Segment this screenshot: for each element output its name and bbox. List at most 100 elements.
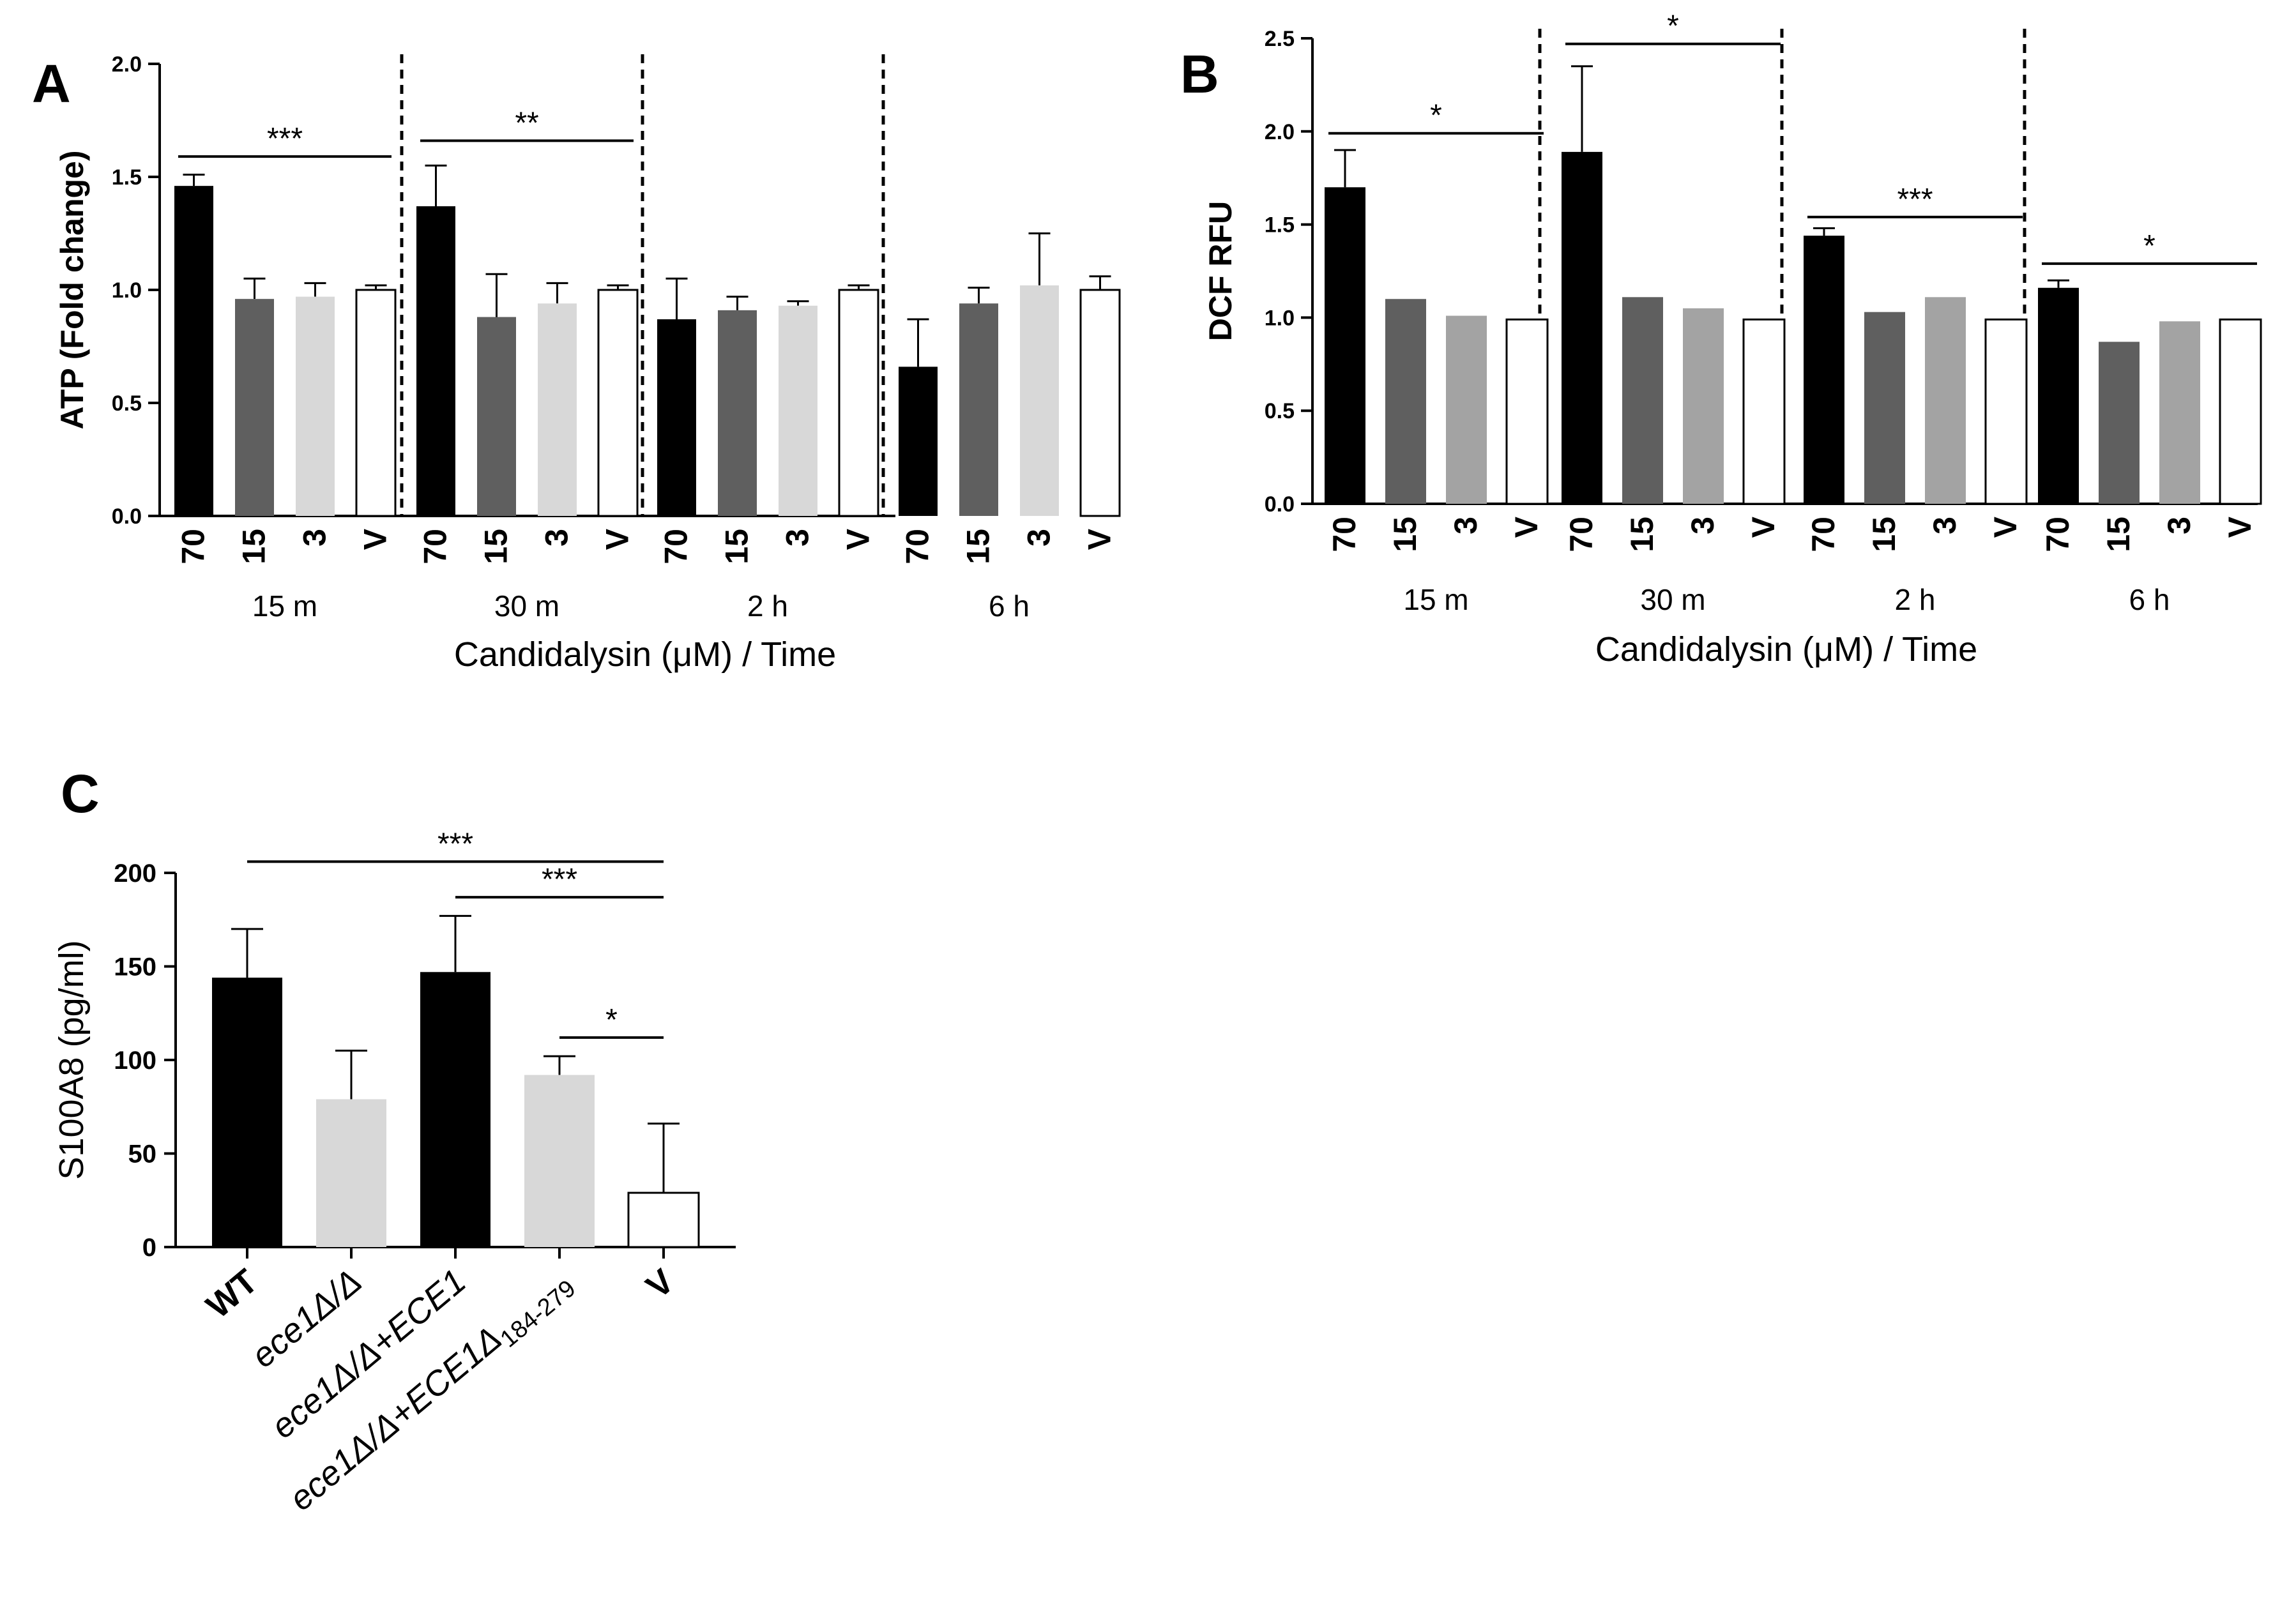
panel-label-B: B [1180, 44, 1219, 104]
category-tick-label: 3 [780, 529, 816, 547]
bar-2h-70 [1804, 236, 1844, 504]
y-tick-label: 200 [114, 859, 156, 888]
bar-2h-V [838, 289, 879, 517]
bar-30m-70 [416, 206, 455, 516]
group-label: 6 h [989, 589, 1030, 623]
category-tick-label: V [1509, 516, 1544, 538]
bar-6h-3 [2159, 321, 2200, 504]
category-tick-label: V [358, 528, 393, 550]
y-axis-label: DCF RFU [1203, 201, 1238, 341]
category-tick-label: 70 [900, 529, 936, 564]
significance-label: *** [267, 122, 303, 156]
bar-6h-V [1079, 289, 1121, 517]
x-axis-label: Candidalysin (μM) / Time [1595, 630, 1977, 669]
category-tick-label: V [1082, 528, 1118, 550]
bar-30m-V [597, 289, 639, 517]
group-label: 15 m [1403, 583, 1468, 616]
significance-label: * [1430, 99, 1442, 133]
category-tick-label: V [600, 528, 635, 550]
category-tick-label: 70 [1806, 517, 1841, 552]
bar-30m-V [1742, 318, 1786, 505]
category-tick-label: V [1745, 516, 1781, 538]
bar-6h-3 [1020, 285, 1059, 516]
bar-15m-70 [1325, 187, 1365, 504]
category-tick-label: 15 [1624, 517, 1660, 552]
bar-2h-15 [1864, 312, 1905, 504]
y-tick-label: 50 [128, 1140, 157, 1169]
group-label: 2 h [1895, 583, 1936, 616]
bar-15m-15 [235, 299, 274, 516]
bar-6h-15 [959, 303, 998, 516]
bar-6h-70 [2038, 287, 2079, 504]
bar-2h-15 [718, 310, 757, 516]
panel-label-C: C [61, 764, 100, 824]
bar-30m-15 [1622, 297, 1663, 504]
bar-6h-70 [899, 367, 938, 516]
category-tick-label: 3 [1021, 529, 1057, 547]
y-tick-label: 0.5 [1265, 399, 1295, 423]
significance-label: *** [437, 827, 473, 861]
category-tick-label: 70 [176, 529, 211, 564]
bar-2 [420, 972, 490, 1247]
bar-30m-3 [1683, 308, 1724, 504]
panel-label-A: A [32, 54, 71, 114]
category-tick-label: 3 [297, 529, 333, 547]
category-label: V [639, 1262, 681, 1306]
category-tick-label: 15 [2101, 517, 2136, 552]
y-tick-label: 2.0 [1265, 120, 1295, 144]
bar-15m-V [355, 289, 397, 517]
bar-15m-70 [174, 186, 213, 516]
bar-4 [627, 1192, 700, 1248]
group-label: 2 h [747, 589, 788, 623]
category-tick-label: 70 [418, 529, 453, 564]
significance-label: ** [515, 106, 538, 140]
bar-3 [524, 1075, 595, 1247]
y-tick-label: 1.0 [1265, 306, 1295, 330]
bar-2h-3 [779, 305, 817, 516]
bar-30m-15 [477, 317, 516, 516]
y-axis-label: ATP (Fold change) [54, 150, 90, 429]
category-tick-label: 70 [2040, 517, 2076, 552]
group-label: 6 h [2129, 583, 2170, 616]
y-tick-label: 2.0 [112, 52, 142, 77]
group-label: 30 m [1640, 583, 1705, 616]
x-axis-label: Candidalysin (μM) / Time [454, 635, 836, 674]
category-tick-label: 70 [658, 529, 694, 564]
category-tick-label: 15 [719, 529, 755, 564]
bar-15m-3 [1446, 315, 1487, 504]
group-label: 30 m [494, 589, 559, 623]
bar-2h-70 [657, 319, 696, 516]
category-tick-label: V [2222, 516, 2258, 538]
significance-label: *** [542, 863, 577, 897]
category-label-subscript: 184-279 [496, 1275, 581, 1353]
significance-label: * [605, 1003, 618, 1037]
category-tick-label: 3 [1927, 517, 1963, 534]
category-tick-label: V [1988, 516, 2023, 538]
category-label-text: WT [199, 1262, 265, 1326]
significance-label: *** [1897, 183, 1933, 216]
bar-15m-15 [1385, 299, 1426, 504]
y-tick-label: 0 [142, 1234, 156, 1262]
category-tick-label: 15 [1866, 517, 1902, 552]
category-tick-label: 3 [539, 529, 575, 547]
category-tick-label: 70 [1327, 517, 1362, 552]
y-axis-label: S100A8 (pg/ml) [52, 940, 91, 1179]
bar-15m-3 [296, 296, 335, 516]
y-tick-label: 0.5 [112, 391, 142, 416]
y-tick-label: 150 [114, 953, 156, 981]
y-tick-label: 100 [114, 1047, 156, 1075]
category-tick-label: 15 [478, 529, 514, 564]
significance-label: * [1667, 10, 1679, 43]
category-tick-label: 15 [236, 529, 272, 564]
category-label-text: V [639, 1262, 681, 1306]
category-label: WT [199, 1262, 265, 1326]
y-tick-label: 0.0 [1265, 492, 1295, 517]
group-label: 15 m [252, 589, 317, 623]
y-tick-label: 0.0 [112, 504, 142, 529]
y-tick-label: 1.0 [112, 278, 142, 303]
category-tick-label: 3 [2161, 517, 2197, 534]
bar-30m-3 [538, 303, 577, 516]
bar-6h-15 [2099, 342, 2140, 504]
category-tick-label: 3 [1685, 517, 1721, 534]
